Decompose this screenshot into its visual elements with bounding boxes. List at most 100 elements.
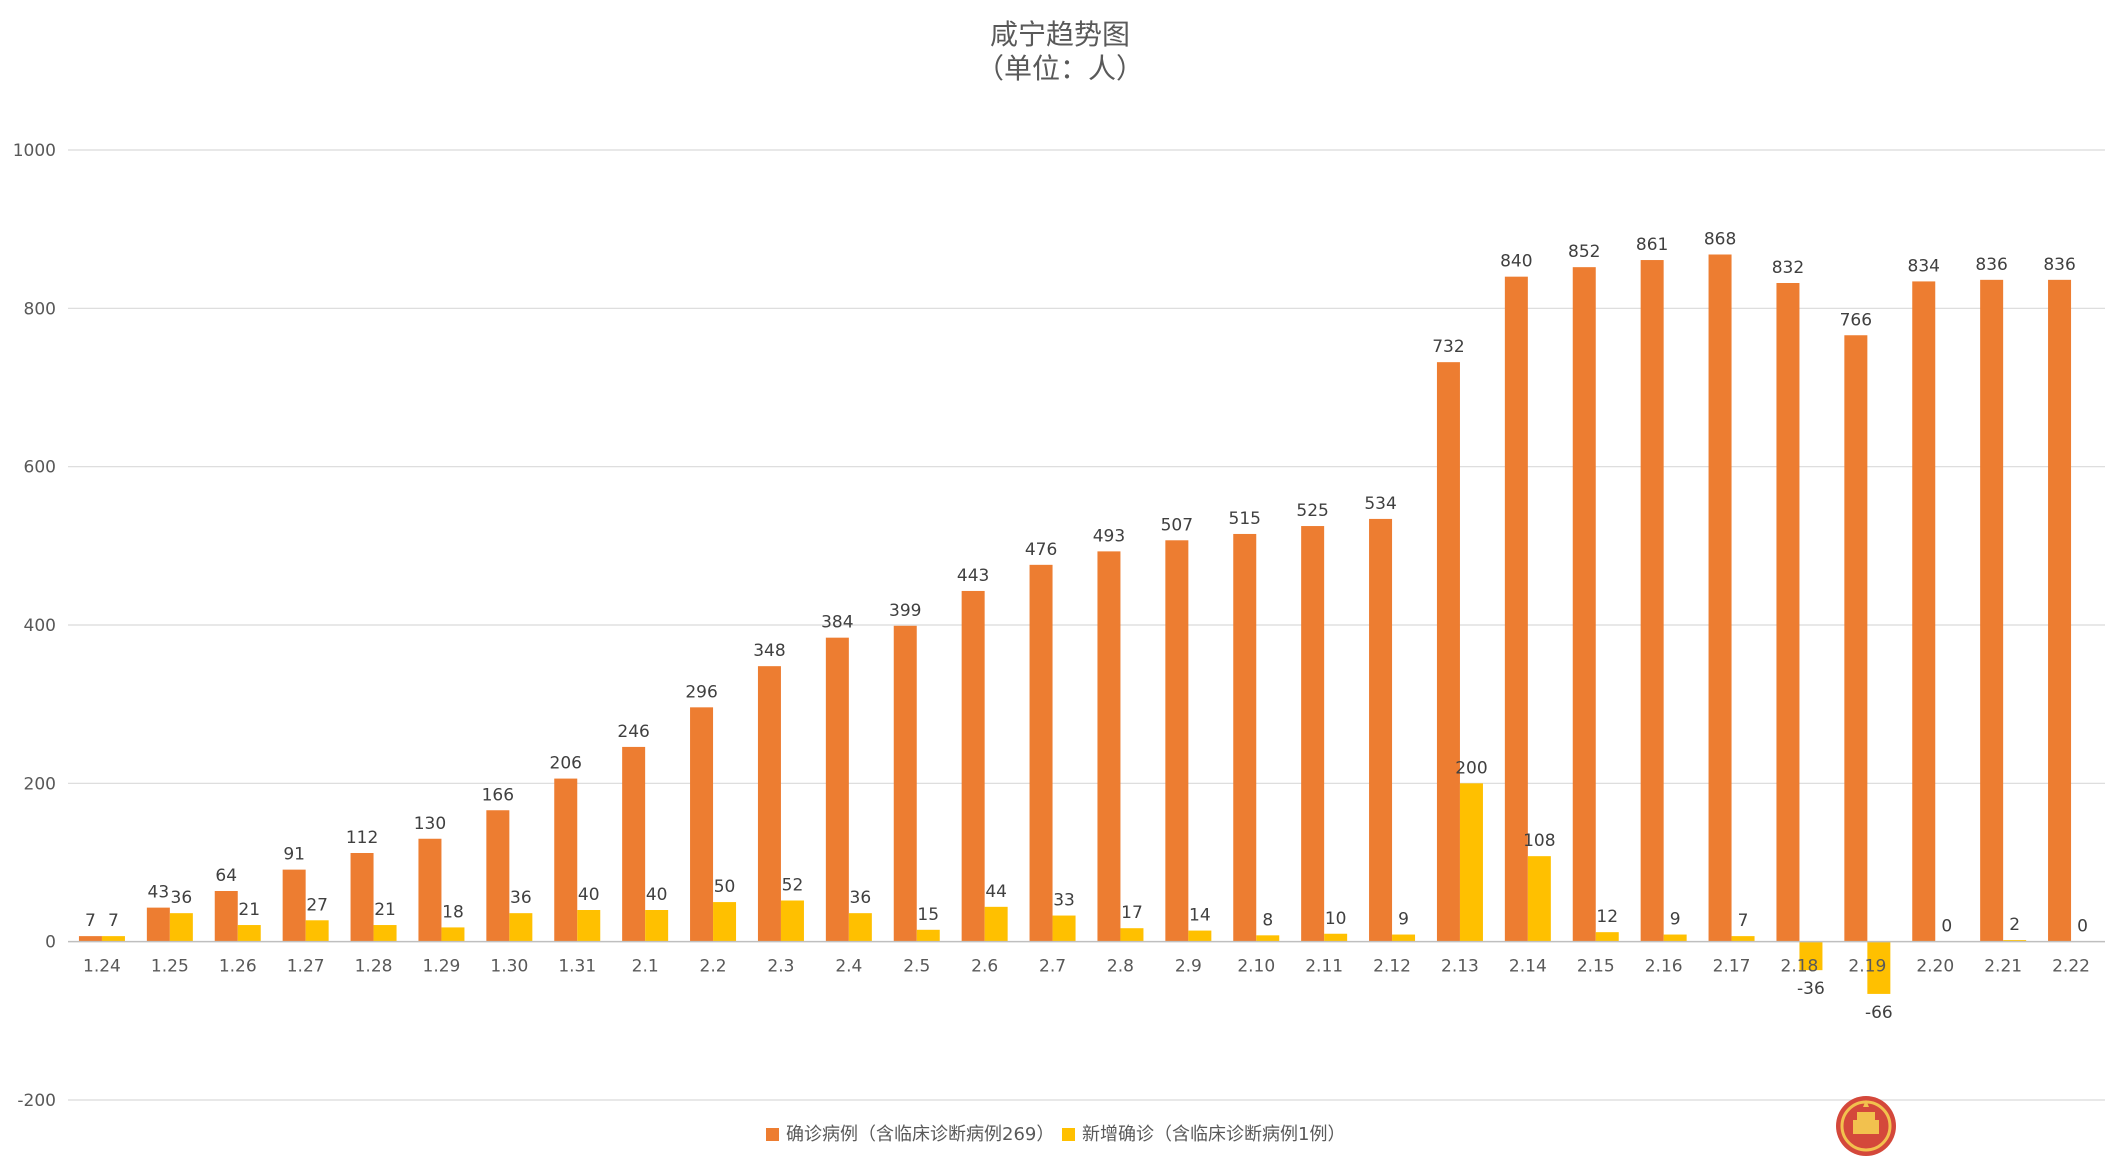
x-tick-label: 2.9 [1175,957,1202,977]
bar-confirmed [961,590,985,942]
x-tick-label: 2.22 [2052,957,2090,977]
bar-new-confirmed [2003,940,2027,942]
bar-confirmed [418,838,442,942]
x-tick-label: 2.19 [1848,957,1886,977]
x-tick-label: 2.1 [632,957,659,977]
data-label-new-confirmed: 36 [171,888,193,908]
bar-confirmed [78,936,102,942]
data-label-confirmed: 166 [482,785,514,805]
x-tick-label: 1.29 [423,957,461,977]
bar-confirmed [690,707,714,942]
bar-new-confirmed [305,920,329,942]
bar-confirmed [622,746,646,942]
legend-label: 确诊病例（含临床诊断病例269） [786,1124,1054,1145]
bar-confirmed [1776,283,1800,942]
bar-confirmed [554,778,578,942]
data-label-confirmed: 443 [957,566,989,586]
y-tick-label: 600 [24,458,56,478]
data-label-confirmed: 384 [821,613,853,633]
data-label-new-confirmed: 18 [442,902,464,922]
data-label-new-confirmed: 0 [1941,917,1952,937]
bar-new-confirmed [1527,856,1551,942]
bar-confirmed [1912,281,1936,942]
bar-confirmed [1572,267,1596,942]
x-tick-label: 2.7 [1039,957,1066,977]
bar-confirmed [893,625,917,942]
data-label-confirmed: 399 [889,601,921,621]
bar-new-confirmed [1731,936,1755,942]
data-label-confirmed: 836 [2043,255,2075,275]
bar-confirmed [1980,279,2004,942]
bar-confirmed [1097,551,1121,942]
bar-confirmed [146,907,170,942]
legend-swatch [1062,1128,1075,1141]
data-label-new-confirmed: 12 [1596,907,1618,927]
legend-label: 新增确诊（含临床诊断病例1例） [1082,1124,1345,1145]
data-label-confirmed: 515 [1229,509,1261,529]
y-tick-label: 200 [24,774,56,794]
x-tick-label: 2.17 [1713,957,1751,977]
data-label-confirmed: 836 [1975,255,2007,275]
bar-confirmed [1165,540,1189,942]
data-label-new-confirmed: 0 [2077,917,2088,937]
data-label-confirmed: 64 [215,866,237,886]
bar-new-confirmed [1256,935,1280,942]
x-tick-label: 2.13 [1441,957,1479,977]
x-tick-label: 2.3 [767,957,794,977]
x-axis-ticks: 1.24 1.25 1.26 1.27 1.28 1.29 1.30 1.31 2.1 2.2 2.… [83,957,2090,977]
x-tick-label: 2.11 [1305,957,1343,977]
bar-new-confirmed [441,927,465,942]
data-label-new-confirmed: 36 [850,888,872,908]
x-tick-label: 1.27 [287,957,325,977]
bar-confirmed [1301,526,1325,942]
bar-new-confirmed [101,936,125,942]
data-label-new-confirmed: 52 [782,876,804,896]
data-label-confirmed: 840 [1500,252,1532,272]
data-label-new-confirmed: -66 [1865,1003,1893,1023]
data-label-new-confirmed: 9 [1670,910,1681,930]
bar-new-confirmed [1392,934,1416,942]
chart-title: 咸宁趋势图 [990,18,1130,51]
bar-confirmed [1640,260,1664,942]
x-tick-label: 2.8 [1107,957,1134,977]
data-label-new-confirmed: 40 [578,885,600,905]
national-emblem-icon [1836,1096,1896,1156]
bar-confirmed [214,891,238,942]
data-label-confirmed: 832 [1772,258,1804,278]
bar-new-confirmed [1324,933,1348,942]
data-label-new-confirmed: -36 [1797,979,1825,999]
data-label-new-confirmed: 15 [917,905,939,925]
data-label-confirmed: 130 [414,814,446,834]
x-tick-label: 1.25 [151,957,189,977]
data-label-new-confirmed: 10 [1325,909,1347,929]
x-tick-label: 1.24 [83,957,121,977]
data-label-new-confirmed: 21 [374,900,396,920]
data-label-confirmed: 732 [1432,337,1464,357]
data-label-new-confirmed: 27 [306,895,328,915]
x-tick-label: 2.10 [1237,957,1275,977]
bar-new-confirmed [1799,941,1823,971]
data-label-confirmed: 834 [1908,256,1940,276]
bar-confirmed [350,853,374,942]
gridlines [68,149,2105,1101]
bar-confirmed [486,810,510,942]
legend: 确诊病例（含临床诊断病例269） 新增确诊（含临床诊断病例1例） [766,1124,1345,1145]
data-label-confirmed: 852 [1568,242,1600,262]
data-label-confirmed: 91 [283,845,305,865]
x-tick-label: 2.18 [1781,957,1819,977]
data-label-new-confirmed: 33 [1053,891,1075,911]
x-tick-label: 2.14 [1509,957,1547,977]
bar-confirmed [1369,518,1393,942]
data-label-confirmed: 861 [1636,235,1668,255]
x-tick-label: 2.15 [1577,957,1615,977]
data-label-confirmed: 348 [753,641,785,661]
data-label-confirmed: 766 [1840,310,1872,330]
data-labels: 7 43 64 91 112 130 166 206 246 296 348 384 399 443 476… [85,230,2088,1023]
data-label-new-confirmed: 8 [1262,910,1273,930]
data-label-new-confirmed: 50 [714,877,736,897]
chart-subtitle: （单位：人） [976,52,1144,85]
bar-confirmed [1233,533,1257,942]
bar-new-confirmed [1663,934,1687,942]
